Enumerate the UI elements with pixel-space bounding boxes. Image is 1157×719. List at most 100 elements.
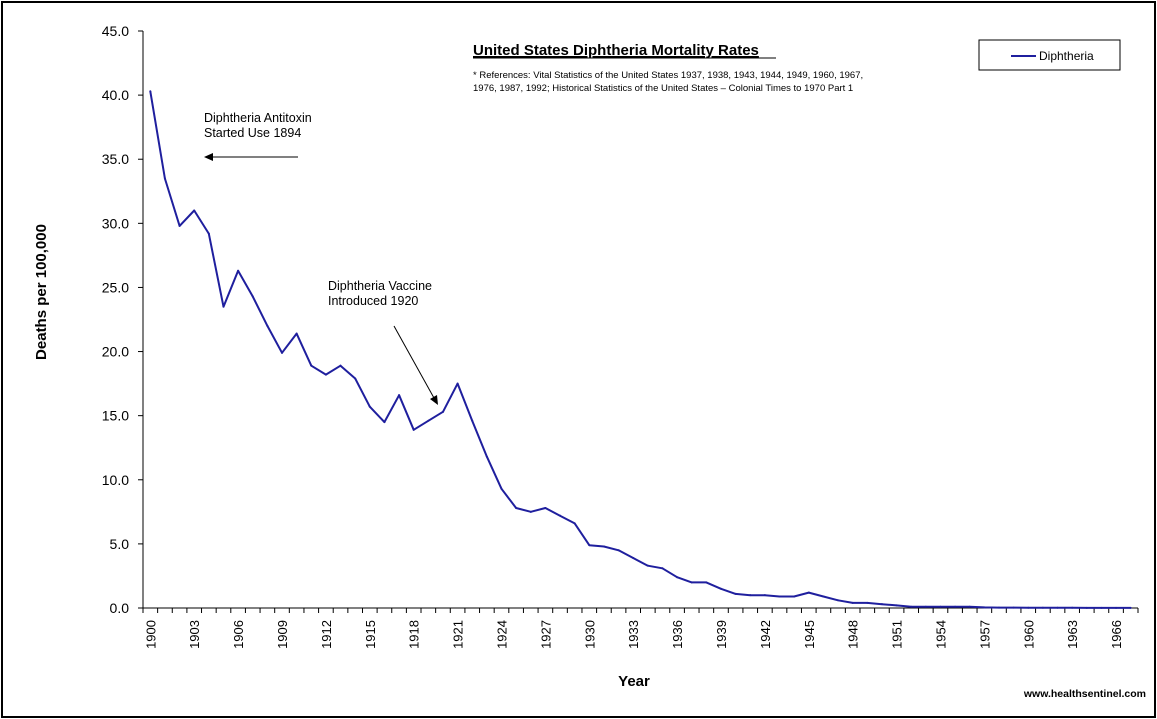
data-point-1934 xyxy=(646,564,649,567)
x-tick-label: 1909 xyxy=(275,620,290,649)
data-point-1953 xyxy=(924,605,927,608)
data-point-1910 xyxy=(295,332,298,335)
x-tick-label: 1948 xyxy=(846,620,861,649)
data-point-1961 xyxy=(1041,606,1044,609)
data-point-1903 xyxy=(193,209,196,212)
data-point-1914 xyxy=(354,377,357,380)
references-line-2: 1976, 1987, 1992; Historical Statistics … xyxy=(473,83,853,94)
data-point-1929 xyxy=(573,522,576,525)
data-point-1906 xyxy=(237,269,240,272)
data-point-1952 xyxy=(910,605,913,608)
data-point-1941 xyxy=(749,594,752,597)
data-point-1956 xyxy=(968,605,971,608)
data-point-1965 xyxy=(1100,606,1103,609)
data-point-1960 xyxy=(1027,606,1030,609)
data-point-1955 xyxy=(954,605,957,608)
data-point-1932 xyxy=(617,549,620,552)
y-ticks: 0.0 5.0 10.0 15.0 20.0 25.0 30.0 35.0 40.0 45.0 xyxy=(102,23,143,616)
data-point-1904 xyxy=(207,232,210,235)
data-point-1911 xyxy=(310,364,313,367)
data-point-1950 xyxy=(880,603,883,606)
legend-box xyxy=(978,39,1121,71)
data-point-1947 xyxy=(837,599,840,602)
data-point-1931 xyxy=(602,545,605,548)
data-point-1924 xyxy=(500,487,503,490)
y-tick-label: 10.0 xyxy=(102,472,129,488)
data-point-1938 xyxy=(705,581,708,584)
x-tick-label: 1912 xyxy=(319,620,334,649)
data-point-1936 xyxy=(676,576,679,579)
data-point-1954 xyxy=(939,605,942,608)
x-tick-label: 1936 xyxy=(670,620,685,649)
x-tick-label: 1942 xyxy=(758,620,773,649)
data-point-1922 xyxy=(471,419,474,422)
data-point-1939 xyxy=(719,587,722,590)
data-points xyxy=(149,90,1132,609)
data-point-1921 xyxy=(456,382,459,385)
x-tick-label: 1930 xyxy=(582,620,597,649)
data-point-1937 xyxy=(690,581,693,584)
x-tick-label: 1960 xyxy=(1021,620,1036,649)
data-point-1962 xyxy=(1056,606,1059,609)
data-point-1919 xyxy=(427,419,430,422)
data-point-1945 xyxy=(807,591,810,594)
x-tick-label: 1951 xyxy=(890,620,905,649)
data-point-1928 xyxy=(559,514,562,517)
data-point-1944 xyxy=(793,595,796,598)
annotation-antitoxin-arrow xyxy=(204,153,298,161)
data-point-1949 xyxy=(866,601,869,604)
data-point-1920 xyxy=(441,410,444,413)
y-tick-label: 0.0 xyxy=(110,600,130,616)
data-point-1923 xyxy=(485,455,488,458)
legend-label: Diphtheria xyxy=(1039,49,1094,63)
data-point-1964 xyxy=(1085,606,1088,609)
annotation-vaccine-line-2: Introduced 1920 xyxy=(328,294,418,308)
data-point-1963 xyxy=(1071,606,1074,609)
data-point-1916 xyxy=(383,421,386,424)
y-axis-title: Deaths per 100,000 xyxy=(33,224,50,360)
data-point-1912 xyxy=(324,373,327,376)
legend: Diphtheria xyxy=(978,39,1121,71)
y-tick-label: 15.0 xyxy=(102,408,129,424)
x-tick-label: 1927 xyxy=(538,620,553,649)
data-point-1909 xyxy=(281,351,284,354)
y-tick-label: 45.0 xyxy=(102,23,129,39)
data-point-1967 xyxy=(1129,606,1132,609)
data-point-1943 xyxy=(778,595,781,598)
data-point-1917 xyxy=(398,394,401,397)
data-point-1901 xyxy=(163,177,166,180)
x-tick-label: 1954 xyxy=(933,620,948,649)
y-tick-label: 25.0 xyxy=(102,279,129,295)
x-tick-label: 1963 xyxy=(1065,620,1080,649)
data-point-1905 xyxy=(222,305,225,308)
x-tick-label: 1966 xyxy=(1109,620,1124,649)
data-point-1942 xyxy=(763,594,766,597)
data-point-1926 xyxy=(529,510,532,513)
data-point-1966 xyxy=(1115,606,1118,609)
data-point-1946 xyxy=(822,595,825,598)
data-point-1933 xyxy=(632,556,635,559)
annotation-vaccine-line-1: Diphtheria Vaccine xyxy=(328,279,432,293)
annotation-antitoxin-line-1: Diphtheria Antitoxin xyxy=(204,111,312,125)
data-point-1957 xyxy=(983,606,986,609)
site-credit: www.healthsentinel.com xyxy=(1023,688,1146,700)
y-tick-label: 40.0 xyxy=(102,87,129,103)
x-tick-label: 1945 xyxy=(802,620,817,649)
x-tick-label: 1918 xyxy=(407,620,422,649)
x-tick-label: 1924 xyxy=(494,620,509,649)
x-tick-label: 1933 xyxy=(626,620,641,649)
data-point-1935 xyxy=(661,567,664,570)
data-point-1913 xyxy=(339,364,342,367)
data-point-1927 xyxy=(544,506,547,509)
annotation-vaccine-arrow xyxy=(393,325,438,405)
series-line-diphtheria xyxy=(149,91,1131,609)
x-axis-title: Year xyxy=(618,673,650,690)
data-point-1900 xyxy=(149,90,152,93)
y-tick-label: 5.0 xyxy=(110,536,130,552)
x-tick-label: 1906 xyxy=(231,620,246,649)
data-point-1951 xyxy=(895,604,898,607)
x-tick-label: 1900 xyxy=(143,620,158,649)
data-point-1930 xyxy=(588,544,591,547)
